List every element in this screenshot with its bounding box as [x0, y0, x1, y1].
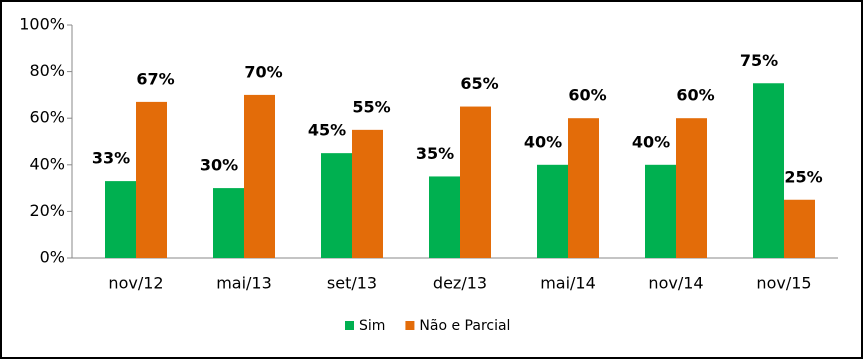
legend-label: Não e Parcial: [419, 318, 510, 334]
bar: [537, 164, 568, 258]
value-label: 70%: [244, 62, 282, 81]
x-tick-label: mai/13: [216, 274, 272, 293]
bar: [244, 94, 275, 259]
legend-swatch: [345, 321, 354, 330]
legend-label: Sim: [359, 318, 385, 334]
x-tick-label: set/13: [327, 274, 377, 293]
y-tick-label: 0%: [40, 248, 65, 267]
bar: [136, 101, 167, 258]
y-tick-label: 100%: [19, 15, 65, 34]
x-tick-label: nov/12: [108, 274, 163, 293]
bar: [645, 164, 676, 258]
value-label: 60%: [568, 86, 606, 105]
value-label: 75%: [740, 51, 778, 70]
value-label: 25%: [784, 167, 822, 186]
x-tick-label: nov/15: [756, 274, 811, 293]
bar: [105, 181, 136, 258]
x-tick-label: nov/14: [648, 274, 703, 293]
value-label: 35%: [416, 144, 454, 163]
bar: [676, 118, 707, 258]
legend-swatch: [405, 321, 415, 330]
x-tick-label: dez/13: [433, 274, 487, 293]
bar: [568, 118, 599, 258]
bar: [429, 176, 460, 258]
bar: [321, 153, 352, 258]
value-label: 30%: [200, 156, 238, 175]
y-tick-label: 20%: [29, 201, 65, 220]
x-tick-label: mai/14: [540, 274, 596, 293]
bar: [213, 188, 244, 258]
value-label: 60%: [676, 86, 714, 105]
y-tick-label: 40%: [29, 154, 65, 173]
bar: [784, 199, 815, 258]
value-label: 65%: [460, 74, 498, 93]
value-label: 40%: [632, 132, 670, 151]
bar: [753, 83, 784, 258]
value-label: 45%: [308, 121, 346, 140]
value-label: 55%: [352, 97, 390, 116]
value-label: 67%: [136, 69, 174, 88]
bar: [460, 106, 491, 258]
value-label: 33%: [92, 149, 130, 168]
y-tick-label: 80%: [29, 61, 65, 80]
bar: [352, 129, 383, 258]
y-tick-label: 60%: [29, 108, 65, 127]
value-label: 40%: [524, 132, 562, 151]
